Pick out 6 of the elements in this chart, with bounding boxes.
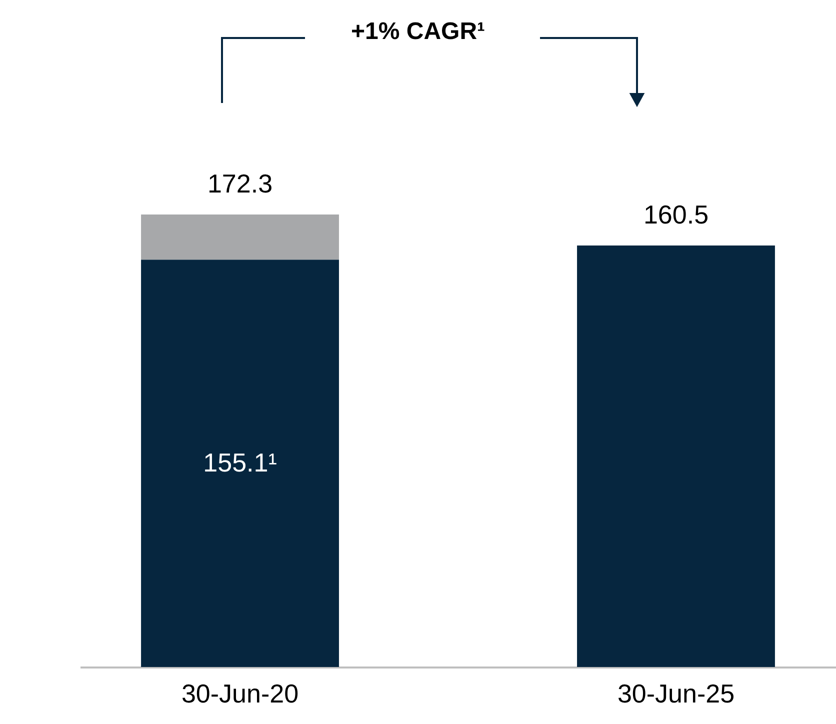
x-tick-label: 30-Jun-25 <box>617 678 735 708</box>
x-tick-label: 30-Jun-20 <box>181 678 299 708</box>
text: +1% CAGR¹ <box>342 18 494 45</box>
data-label: 155.1¹ <box>203 447 278 478</box>
total-label: 160.5 <box>643 199 709 230</box>
total-label: 172.3 <box>207 168 273 198</box>
